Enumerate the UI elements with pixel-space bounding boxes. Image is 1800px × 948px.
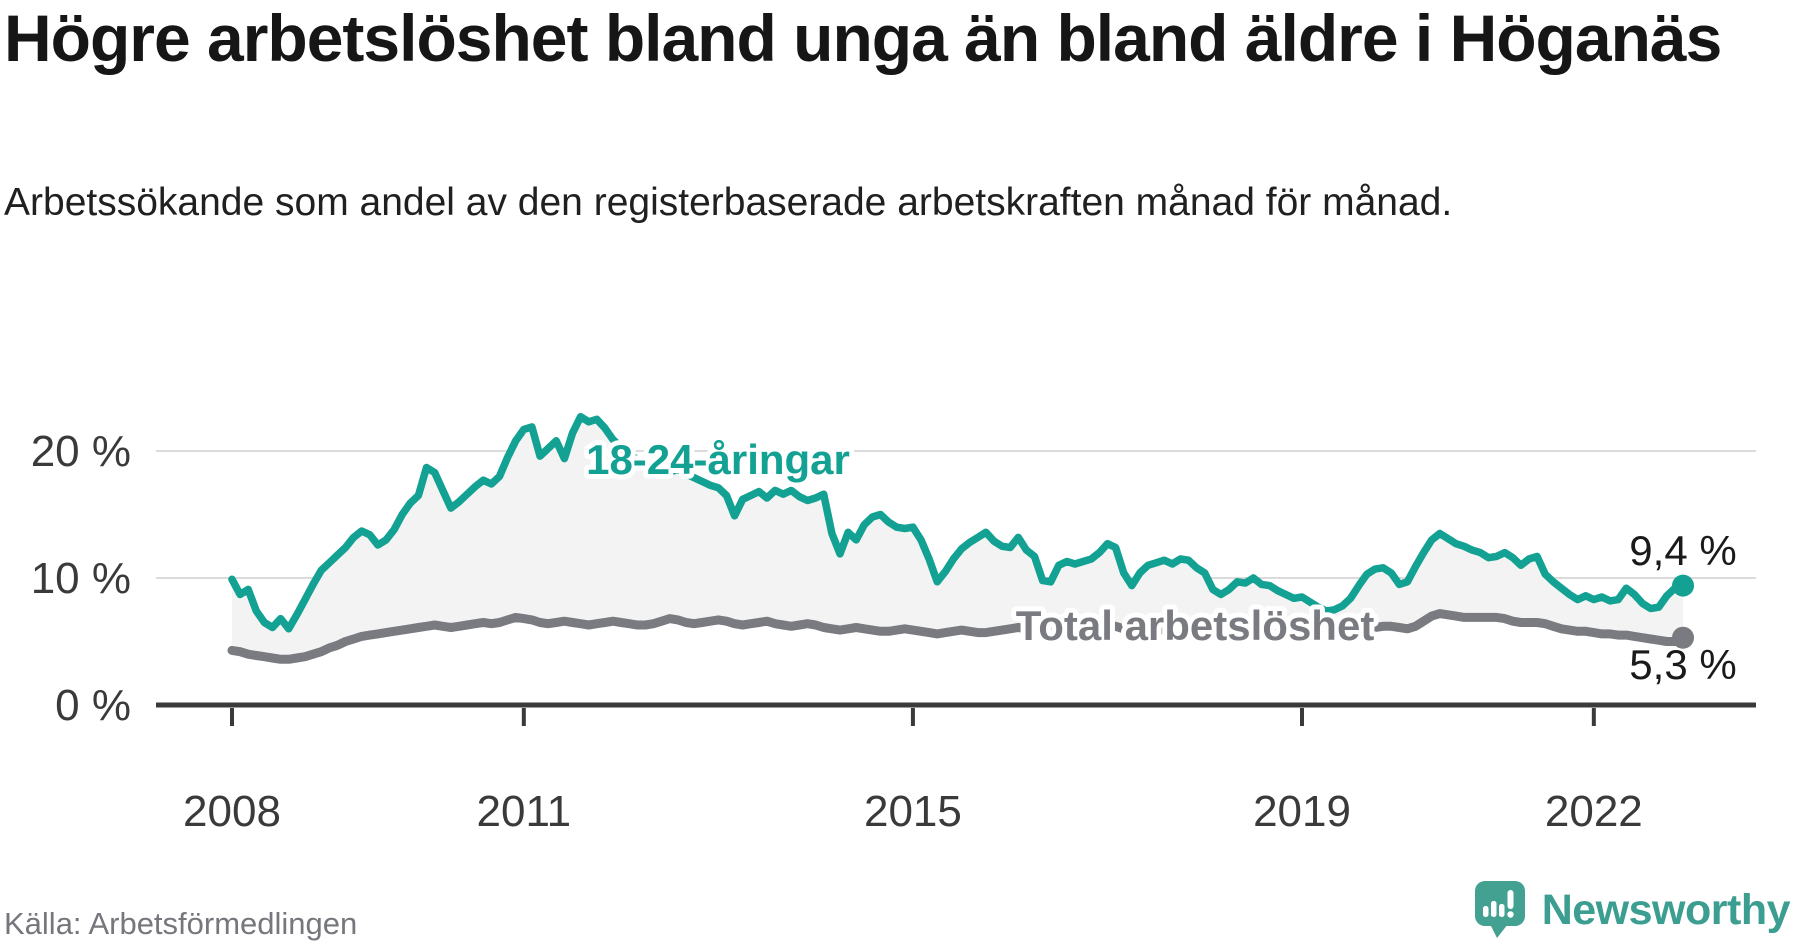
series-end-dot-youth	[1672, 574, 1694, 597]
y-tick-label: 0 %	[55, 681, 131, 730]
x-tick-label: 2022	[1545, 787, 1643, 836]
series-label-youth: 18-24-åringar	[586, 436, 850, 483]
x-tick-label: 2015	[864, 787, 962, 836]
x-axis-ticks	[230, 708, 1596, 726]
series-end-dot-total	[1672, 626, 1694, 649]
x-tick-label: 2011	[477, 787, 572, 836]
series-line-total-unemployment	[227, 609, 1688, 664]
x-tick-label: 2019	[1253, 787, 1351, 836]
end-value-label-total: 5,3 %	[1629, 641, 1736, 688]
line-chart: 2008 2011 2015 2019 2022 0 % 10 % 20 % 18-24-år…	[31, 412, 1756, 836]
x-tick-label: 2008	[183, 787, 281, 836]
y-tick-label: 20 %	[31, 427, 131, 476]
axis-labels: 2008 2011 2015 2019 2022 0 % 10 % 20 %	[31, 427, 1643, 836]
end-value-label-youth: 9,4 %	[1629, 527, 1736, 574]
newsworthy-logo-icon	[1474, 881, 1525, 938]
y-tick-label: 10 %	[31, 554, 131, 603]
series-label-total: Total arbetslöshet	[1016, 602, 1375, 649]
chart-subtitle: Arbetssökande som andel av den registerb…	[4, 181, 1453, 224]
newsworthy-logo: Newsworthy	[1474, 880, 1791, 940]
chart-title: Högre arbetslöshet bland unga än bland ä…	[4, 1, 1722, 75]
bar-chart-icon	[1482, 890, 1514, 918]
series-line-youth	[228, 412, 1687, 633]
source-note: Källa: Arbetsförmedlingen	[4, 906, 358, 941]
newsworthy-logo-text: Newsworthy	[1541, 885, 1791, 934]
area-between-series	[232, 416, 1683, 660]
